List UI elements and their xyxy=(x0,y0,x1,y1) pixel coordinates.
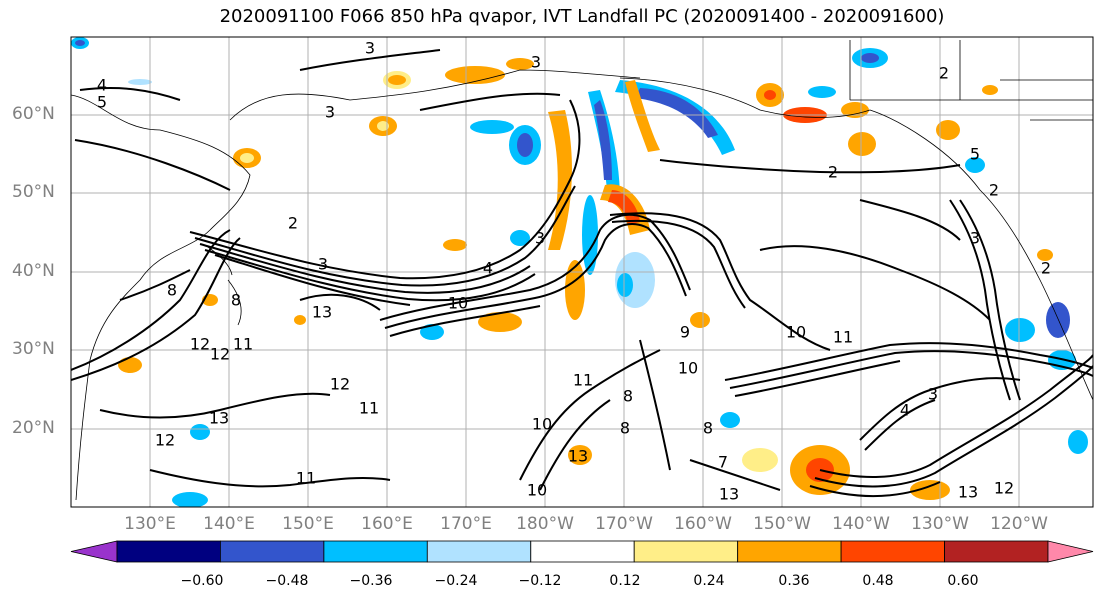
colorbar-tick: 0.48 xyxy=(862,573,894,589)
lon-label-170w: 170°W xyxy=(595,514,653,534)
contour-label: 13 xyxy=(311,302,333,322)
contour-label: 3 xyxy=(534,228,546,248)
colorbar-tick: 0.24 xyxy=(693,573,725,589)
contour-label: 5 xyxy=(969,144,981,164)
contour-label: 8 xyxy=(702,418,714,438)
colorbar-segment xyxy=(219,540,325,563)
graticule xyxy=(71,37,1093,507)
contour-label: 4 xyxy=(482,258,494,278)
contour-label: 12 xyxy=(209,344,231,364)
contour-label: 2 xyxy=(988,180,1000,200)
colorbar-tick: −0.48 xyxy=(265,573,309,589)
lat-label-50n: 50°N xyxy=(12,182,55,202)
contour-label: 12 xyxy=(993,478,1015,498)
colorbar-segment xyxy=(116,540,221,563)
contour-label: 7 xyxy=(717,452,729,472)
map-frame xyxy=(70,36,1094,508)
contour-label: 11 xyxy=(295,468,317,488)
colorbar-tick: −0.36 xyxy=(349,573,393,589)
contour-label: 12 xyxy=(154,430,176,450)
coastlines xyxy=(71,40,1093,501)
contour-label: 13 xyxy=(718,484,740,504)
contour-label: 3 xyxy=(324,102,336,122)
lon-label-160e: 160°E xyxy=(361,514,413,534)
colorbar-tick: −0.60 xyxy=(180,573,224,589)
colorbar-extend-low xyxy=(70,540,118,563)
contour-label: 12 xyxy=(329,374,351,394)
colorbar-tick: 0.36 xyxy=(778,573,810,589)
contour-label: 9 xyxy=(679,322,691,342)
colorbar-segment xyxy=(426,540,532,563)
contour-label: 2 xyxy=(938,63,950,83)
contour-label: 13 xyxy=(567,446,589,466)
colorbar-extend-high xyxy=(1047,540,1094,563)
lat-label-40n: 40°N xyxy=(12,261,55,281)
contour-label: 10 xyxy=(526,480,548,500)
colorbar-tick: −0.12 xyxy=(518,573,562,589)
contour-label: 3 xyxy=(927,384,939,404)
lon-label-150e: 150°E xyxy=(282,514,334,534)
contour-label: 13 xyxy=(957,482,979,502)
colorbar-tick: 0.60 xyxy=(947,573,979,589)
colorbar-tick: 0.12 xyxy=(609,573,641,589)
contour-label: 13 xyxy=(208,408,230,428)
lon-label-180w: 180°W xyxy=(516,514,574,534)
lon-label-120w: 120°W xyxy=(990,514,1048,534)
lat-label-30n: 30°N xyxy=(12,339,55,359)
contour-label: 3 xyxy=(530,52,542,72)
contour-label: 12 xyxy=(189,334,211,354)
contour-label: 11 xyxy=(358,398,380,418)
lon-label-130e: 130°E xyxy=(124,514,176,534)
contour-label: 3 xyxy=(969,228,981,248)
contour-label: 5 xyxy=(96,92,108,112)
colorbar-segment xyxy=(737,540,842,563)
map-title: 2020091100 F066 850 hPa qvapor, IVT Land… xyxy=(219,6,945,27)
lat-label-20n: 20°N xyxy=(12,418,55,438)
colorbar-segment xyxy=(944,540,1049,563)
contour-lines xyxy=(71,49,1093,497)
contour-label: 8 xyxy=(619,418,631,438)
colorbar-segment xyxy=(840,540,945,563)
colorbar-segment xyxy=(633,540,739,563)
contour-label: 2 xyxy=(287,213,299,233)
contour-label: 10 xyxy=(531,414,553,434)
contour-label: 10 xyxy=(785,322,807,342)
lat-label-60n: 60°N xyxy=(12,104,55,124)
contour-label: 2 xyxy=(1040,258,1052,278)
contour-label: 11 xyxy=(572,370,594,390)
contour-label: 10 xyxy=(447,293,469,313)
contour-label: 8 xyxy=(622,386,634,406)
qvapor-shading xyxy=(71,37,1088,507)
contour-label: 10 xyxy=(677,358,699,378)
contour-label: 11 xyxy=(832,327,854,347)
colorbar-segment xyxy=(323,540,428,563)
colorbar xyxy=(70,540,1094,563)
lon-label-130w: 130°W xyxy=(911,514,969,534)
contour-label: 8 xyxy=(166,280,178,300)
colorbar-segment xyxy=(530,540,635,563)
lon-label-150w: 150°W xyxy=(753,514,811,534)
contour-label: 4 xyxy=(96,75,108,95)
lon-label-140w: 140°W xyxy=(832,514,890,534)
contour-label: 3 xyxy=(317,254,329,274)
lon-label-160w: 160°W xyxy=(674,514,732,534)
contour-label: 4 xyxy=(899,400,911,420)
lon-label-170e: 170°E xyxy=(440,514,492,534)
colorbar-tick: −0.24 xyxy=(434,573,478,589)
contour-label: 8 xyxy=(230,290,242,310)
contour-label: 3 xyxy=(364,38,376,58)
contour-label: 2 xyxy=(827,162,839,182)
lon-label-140e: 140°E xyxy=(203,514,255,534)
contour-label: 11 xyxy=(232,334,254,354)
